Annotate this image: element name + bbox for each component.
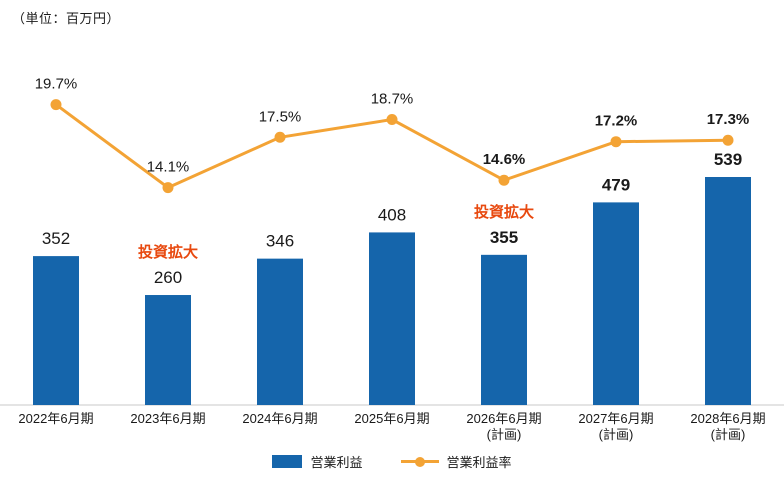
- legend-item-operating-margin: 営業利益率: [400, 452, 512, 471]
- bar-value-label: 479: [602, 175, 630, 194]
- bar-value-label: 352: [42, 229, 70, 248]
- legend-bar-label: 営業利益: [310, 455, 363, 470]
- bar-series-swatch: [272, 455, 303, 468]
- line-marker-icon: [274, 131, 286, 143]
- percent-label: 19.7%: [35, 76, 78, 93]
- annotation-label: 投資拡大: [474, 203, 534, 221]
- line-marker-icon: [610, 136, 622, 148]
- percent-label: 17.5%: [259, 108, 302, 125]
- percent-label: 14.1%: [147, 159, 190, 176]
- bar: [593, 202, 639, 405]
- line-marker-icon: [162, 182, 174, 194]
- line-marker-icon: [50, 99, 62, 111]
- percent-label: 18.7%: [371, 90, 414, 107]
- x-axis-label: 2026年6月期: [466, 411, 541, 426]
- annotation-label: 投資拡大: [138, 243, 198, 261]
- x-axis-label: 2023年6月期: [130, 411, 205, 426]
- x-axis-label: 2022年6月期: [18, 411, 93, 426]
- bar: [705, 177, 751, 405]
- bar: [33, 256, 79, 405]
- line-series-swatch: [400, 456, 439, 467]
- operating-profit-combo-chart: 352260346408355479539投資拡大投資拡大19.7%14.1%1…: [0, 76, 784, 442]
- bar-value-label: 539: [714, 150, 742, 169]
- bar-value-label: 408: [378, 205, 406, 224]
- line-marker-icon: [722, 134, 734, 146]
- bar-value-label: 355: [490, 228, 518, 247]
- legend-line-label: 営業利益率: [446, 455, 512, 470]
- line-swatch-marker-icon: [414, 456, 425, 467]
- line-marker-icon: [498, 174, 510, 186]
- x-axis-label: 2028年6月期: [690, 411, 765, 426]
- bar-value-label: 260: [154, 268, 182, 287]
- percent-label: 14.6%: [483, 151, 526, 168]
- x-axis-label: 2025年6月期: [354, 411, 429, 426]
- percent-label: 17.2%: [595, 113, 638, 130]
- bar: [369, 232, 415, 405]
- percent-label: 17.3%: [707, 111, 750, 128]
- legend: 営業利益 営業利益率: [0, 452, 784, 471]
- bar: [481, 254, 527, 405]
- x-axis-sub-label: (計画): [487, 427, 522, 442]
- bar: [257, 258, 303, 405]
- x-axis-label: 2024年6月期: [242, 411, 317, 426]
- legend-item-operating-profit: 営業利益: [272, 452, 363, 471]
- bar: [145, 295, 191, 405]
- unit-label: （単位：百万円）: [12, 11, 121, 26]
- line-marker-icon: [386, 113, 398, 125]
- x-axis-sub-label: (計画): [599, 427, 634, 442]
- bar-value-label: 346: [266, 232, 294, 251]
- x-axis-sub-label: (計画): [711, 427, 746, 442]
- x-axis-label: 2027年6月期: [578, 411, 653, 426]
